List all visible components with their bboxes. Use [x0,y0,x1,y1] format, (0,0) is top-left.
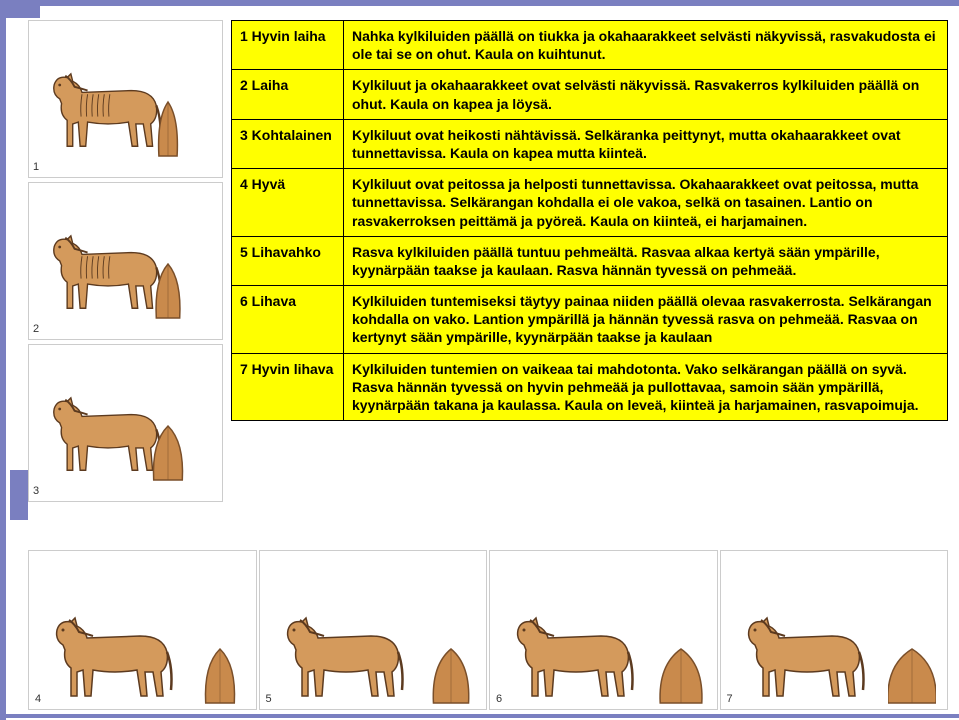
score-cell: 5 Lihavahko [232,236,344,285]
figure-number: 3 [33,485,39,497]
table-row: 2 Laiha Kylkiluut ja okahaarakkeet ovat … [232,70,948,119]
horse-illustration [732,610,882,705]
bar-left [0,0,6,720]
rump-illustration [144,98,192,158]
bar-top [0,0,959,6]
bar-block [10,470,28,520]
side-figures: 1 2 3 [28,20,223,502]
figure-number: 6 [496,693,502,705]
rump-illustration [888,645,936,705]
score-cell: 4 Hyvä [232,169,344,237]
figure-cell: 1 [28,20,223,178]
figure-number: 4 [35,693,41,705]
desc-cell: Kylkiluut ovat peitossa ja helposti tunn… [344,169,948,237]
condition-table-wrap: 1 Hyvin laiha Nahka kylkiluiden päällä o… [231,20,948,502]
horse-illustration [271,610,421,705]
desc-cell: Rasva kylkiluiden päällä tuntuu pehmeält… [344,236,948,285]
bar-accent [0,6,40,18]
horse-illustration [40,610,190,705]
horse-illustration [501,610,651,705]
desc-cell: Nahka kylkiluiden päällä on tiukka ja ok… [344,21,948,70]
figure-cell: 3 [28,344,223,502]
desc-cell: Kylkiluiden tuntemien on vaikeaa tai mah… [344,353,948,421]
table-row: 6 Lihava Kylkiluiden tuntemiseksi täytyy… [232,286,948,354]
figure-cell: 7 [720,550,949,710]
figure-number: 5 [266,693,272,705]
desc-cell: Kylkiluut ovat heikosti nähtävissä. Selk… [344,119,948,168]
bottom-figures: 4 5 6 [28,550,948,710]
desc-cell: Kylkiluiden tuntemiseksi täytyy painaa n… [344,286,948,354]
score-cell: 3 Kohtalainen [232,119,344,168]
figure-number: 7 [727,693,733,705]
table-row: 1 Hyvin laiha Nahka kylkiluiden päällä o… [232,21,948,70]
table-row: 7 Hyvin lihava Kylkiluiden tuntemien on … [232,353,948,421]
score-cell: 6 Lihava [232,286,344,354]
figure-cell: 6 [489,550,718,710]
rump-illustration [196,645,244,705]
figure-cell: 5 [259,550,488,710]
rump-illustration [144,422,192,482]
table-row: 4 Hyvä Kylkiluut ovat peitossa ja helpos… [232,169,948,237]
figure-number: 1 [33,161,39,173]
figure-cell: 2 [28,182,223,340]
condition-table-body: 1 Hyvin laiha Nahka kylkiluiden päällä o… [232,21,948,421]
rump-illustration [427,645,475,705]
rump-illustration [657,645,705,705]
score-cell: 7 Hyvin lihava [232,353,344,421]
main-content: 1 2 3 [28,20,948,502]
desc-cell: Kylkiluut ja okahaarakkeet ovat selvästi… [344,70,948,119]
score-cell: 2 Laiha [232,70,344,119]
bar-bottom [0,714,959,718]
score-cell: 1 Hyvin laiha [232,21,344,70]
table-row: 5 Lihavahko Rasva kylkiluiden päällä tun… [232,236,948,285]
figure-number: 2 [33,323,39,335]
rump-illustration [144,260,192,320]
table-row: 3 Kohtalainen Kylkiluut ovat heikosti nä… [232,119,948,168]
condition-table: 1 Hyvin laiha Nahka kylkiluiden päällä o… [231,20,948,421]
figure-cell: 4 [28,550,257,710]
